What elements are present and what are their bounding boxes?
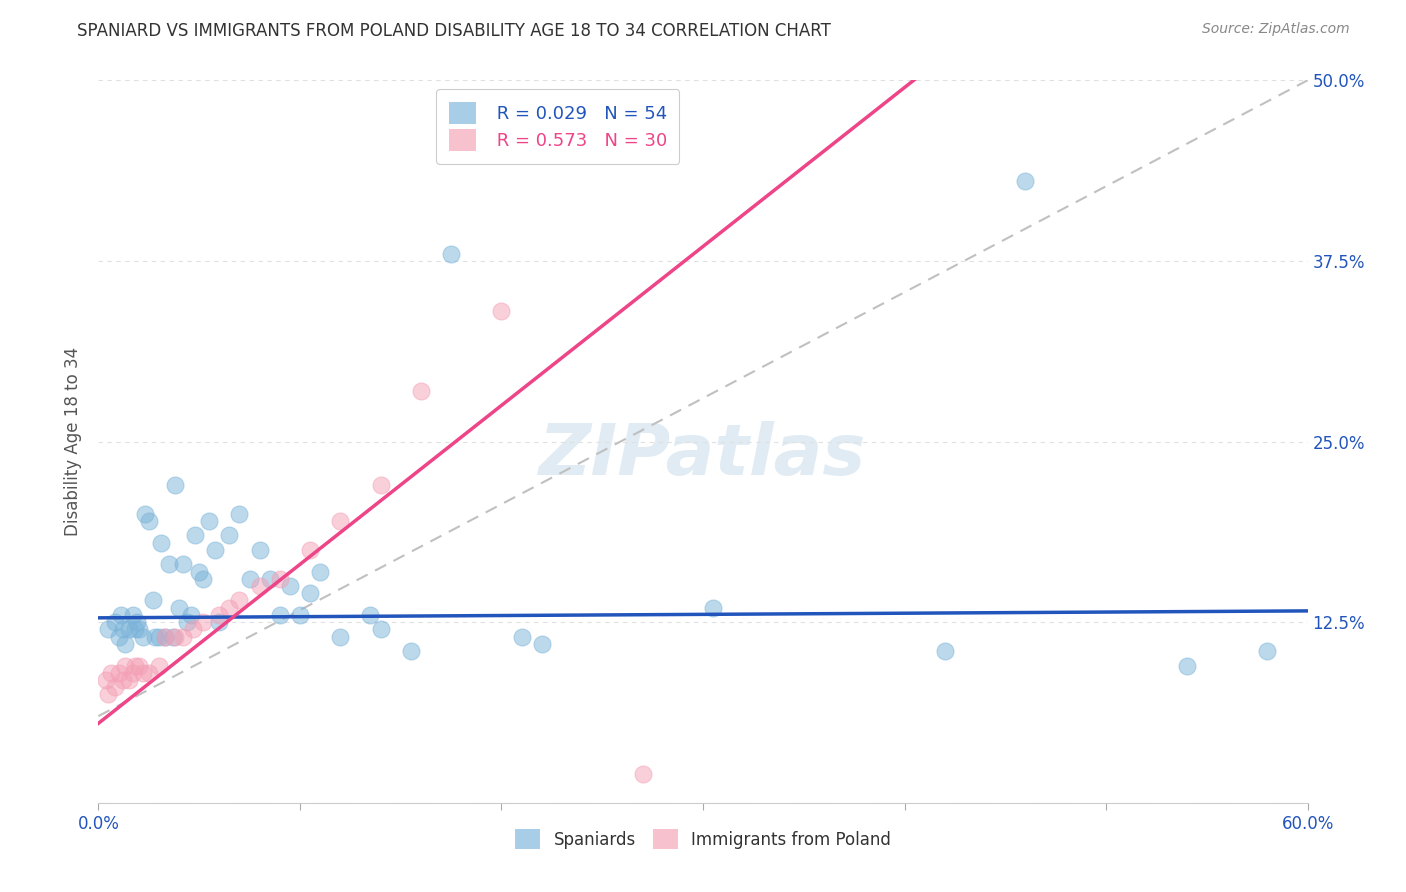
Point — [103, 680, 125, 694]
Point — [100, 665, 122, 680]
Point — [111, 623, 134, 637]
Point — [138, 665, 160, 680]
Point — [193, 615, 215, 630]
Point — [228, 507, 250, 521]
Point — [1256, 644, 1278, 658]
Point — [157, 558, 180, 572]
Point — [180, 607, 202, 622]
Point — [259, 572, 281, 586]
Point — [167, 600, 190, 615]
Point — [118, 673, 141, 687]
Point — [409, 384, 432, 398]
Point — [399, 644, 422, 658]
Point — [249, 579, 271, 593]
Point — [370, 623, 392, 637]
Point — [278, 579, 301, 593]
Point — [114, 637, 136, 651]
Point — [143, 630, 166, 644]
Point — [530, 637, 553, 651]
Point — [153, 630, 176, 644]
Point — [249, 542, 271, 557]
Point — [208, 615, 231, 630]
Point — [204, 542, 226, 557]
Point — [148, 658, 170, 673]
Point — [218, 528, 240, 542]
Point — [114, 658, 136, 673]
Point — [299, 542, 322, 557]
Point — [138, 514, 160, 528]
Point — [121, 607, 143, 622]
Point — [97, 687, 120, 701]
Point — [172, 558, 194, 572]
Point — [125, 615, 148, 630]
Point — [97, 623, 120, 637]
Point — [269, 607, 291, 622]
Point — [132, 630, 155, 644]
Text: ZIPatlas: ZIPatlas — [540, 422, 866, 491]
Point — [128, 658, 150, 673]
Point — [153, 630, 176, 644]
Point — [107, 665, 129, 680]
Point — [103, 615, 125, 630]
Point — [188, 565, 211, 579]
Point — [631, 767, 654, 781]
Point — [134, 507, 156, 521]
Point — [163, 478, 186, 492]
Point — [148, 630, 170, 644]
Point — [181, 623, 204, 637]
Point — [1175, 658, 1198, 673]
Point — [172, 630, 194, 644]
Point — [176, 615, 198, 630]
Point — [96, 673, 118, 687]
Point — [163, 630, 186, 644]
Point — [111, 673, 134, 687]
Point — [309, 565, 332, 579]
Point — [491, 304, 513, 318]
Point — [149, 535, 172, 549]
Point — [142, 593, 165, 607]
Text: SPANIARD VS IMMIGRANTS FROM POLAND DISABILITY AGE 18 TO 34 CORRELATION CHART: SPANIARD VS IMMIGRANTS FROM POLAND DISAB… — [77, 22, 831, 40]
Point — [162, 630, 184, 644]
Point — [299, 586, 322, 600]
Point — [269, 572, 291, 586]
Point — [121, 665, 143, 680]
Point — [110, 607, 132, 622]
Point — [288, 607, 311, 622]
Point — [1014, 174, 1036, 188]
Point — [702, 600, 724, 615]
Point — [228, 593, 250, 607]
Y-axis label: Disability Age 18 to 34: Disability Age 18 to 34 — [65, 347, 83, 536]
Point — [208, 607, 231, 622]
Point — [329, 630, 352, 644]
Point — [107, 630, 129, 644]
Point — [440, 246, 463, 260]
Point — [329, 514, 352, 528]
Point — [218, 600, 240, 615]
Point — [198, 514, 221, 528]
Text: Source: ZipAtlas.com: Source: ZipAtlas.com — [1202, 22, 1350, 37]
Point — [239, 572, 262, 586]
Point — [360, 607, 382, 622]
Point — [124, 623, 146, 637]
Point — [124, 658, 146, 673]
Point — [118, 623, 141, 637]
Point — [132, 665, 155, 680]
Point — [184, 528, 207, 542]
Point — [193, 572, 215, 586]
Point — [934, 644, 956, 658]
Point — [370, 478, 392, 492]
Point — [510, 630, 533, 644]
Legend: Spaniards, Immigrants from Poland: Spaniards, Immigrants from Poland — [509, 822, 897, 856]
Point — [128, 623, 150, 637]
